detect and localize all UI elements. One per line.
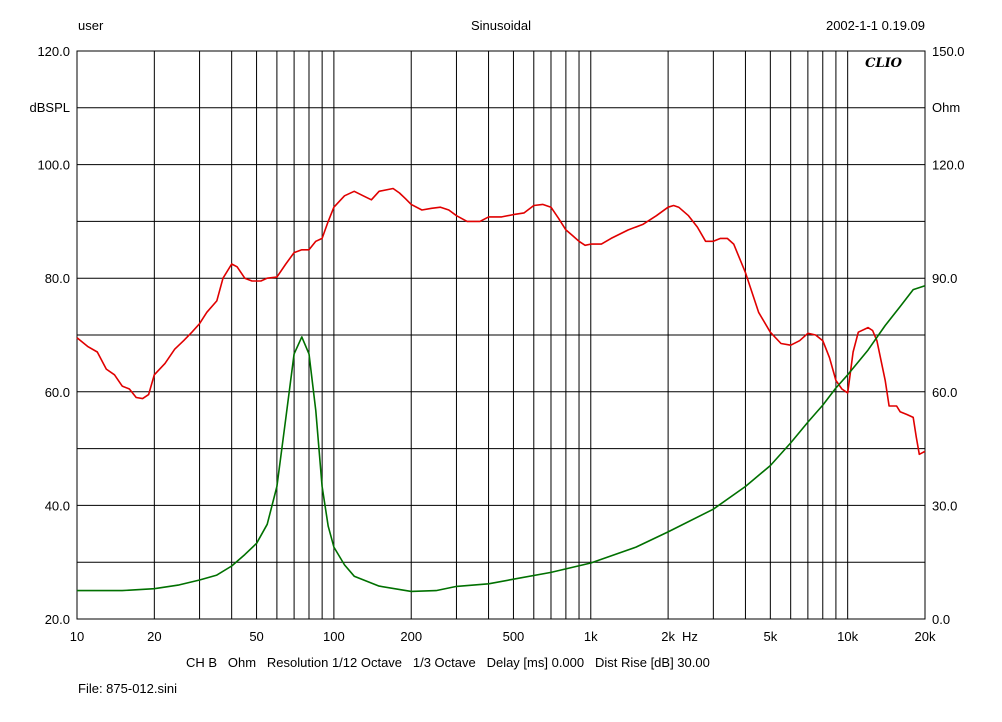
y-right-tick-label: 120.0 xyxy=(932,158,965,173)
x-tick-label: 20 xyxy=(147,629,161,644)
y-right-tick-labels: 150.0 120.0 90.0 60.0 30.0 0.0 xyxy=(932,44,965,627)
header-mode: Sinusoidal xyxy=(471,18,531,33)
y-left-tick-label: 100.0 xyxy=(37,158,70,173)
x-tick-label: 500 xyxy=(503,629,525,644)
y-left-tick-label: 120.0 xyxy=(37,44,70,59)
y-left-tick-label: 60.0 xyxy=(45,385,70,400)
x-tick-label: 100 xyxy=(323,629,345,644)
x-tick-label: 5k xyxy=(763,629,777,644)
y-left-tick-label: 20.0 xyxy=(45,612,70,627)
series-group xyxy=(76,187,926,593)
x-tick-label: 2k xyxy=(661,629,675,644)
y-right-axis-label: Ohm xyxy=(932,100,960,115)
x-tick-label: 50 xyxy=(249,629,263,644)
x-tick-label: 200 xyxy=(400,629,422,644)
vertical-gridlines xyxy=(153,51,849,619)
y-right-tick-label: 0.0 xyxy=(932,612,950,627)
y-left-tick-label: 40.0 xyxy=(45,498,70,513)
header-datetime: 2002-1-1 0.19.09 xyxy=(826,18,925,33)
header-user: user xyxy=(78,18,104,33)
impedance-curve xyxy=(77,285,926,593)
x-tick-label: 10 xyxy=(70,629,84,644)
x-unit-label: Hz xyxy=(682,629,698,644)
x-tick-labels: 10 20 50 100 200 500 1k 2k 5k 10k 20k xyxy=(70,629,936,644)
footer-settings: CH B Ohm Resolution 1/12 Octave 1/3 Octa… xyxy=(186,655,710,670)
y-right-tick-label: 90.0 xyxy=(932,271,957,286)
y-left-tick-label: 80.0 xyxy=(45,271,70,286)
y-left-tick-labels: 120.0 100.0 80.0 60.0 40.0 20.0 xyxy=(37,44,70,627)
horizontal-gridlines xyxy=(77,107,925,563)
y-right-tick-label: 60.0 xyxy=(932,385,957,400)
spl-curve xyxy=(76,187,926,456)
footer-file: File: 875-012.sini xyxy=(78,681,177,696)
x-tick-label: 20k xyxy=(915,629,936,644)
y-left-axis-label: dBSPL xyxy=(30,100,70,115)
x-tick-label: 10k xyxy=(837,629,858,644)
x-tick-label: 1k xyxy=(584,629,598,644)
y-right-tick-label: 30.0 xyxy=(932,498,957,513)
y-right-tick-label: 150.0 xyxy=(932,44,965,59)
clio-logo: CLIO xyxy=(865,56,903,71)
